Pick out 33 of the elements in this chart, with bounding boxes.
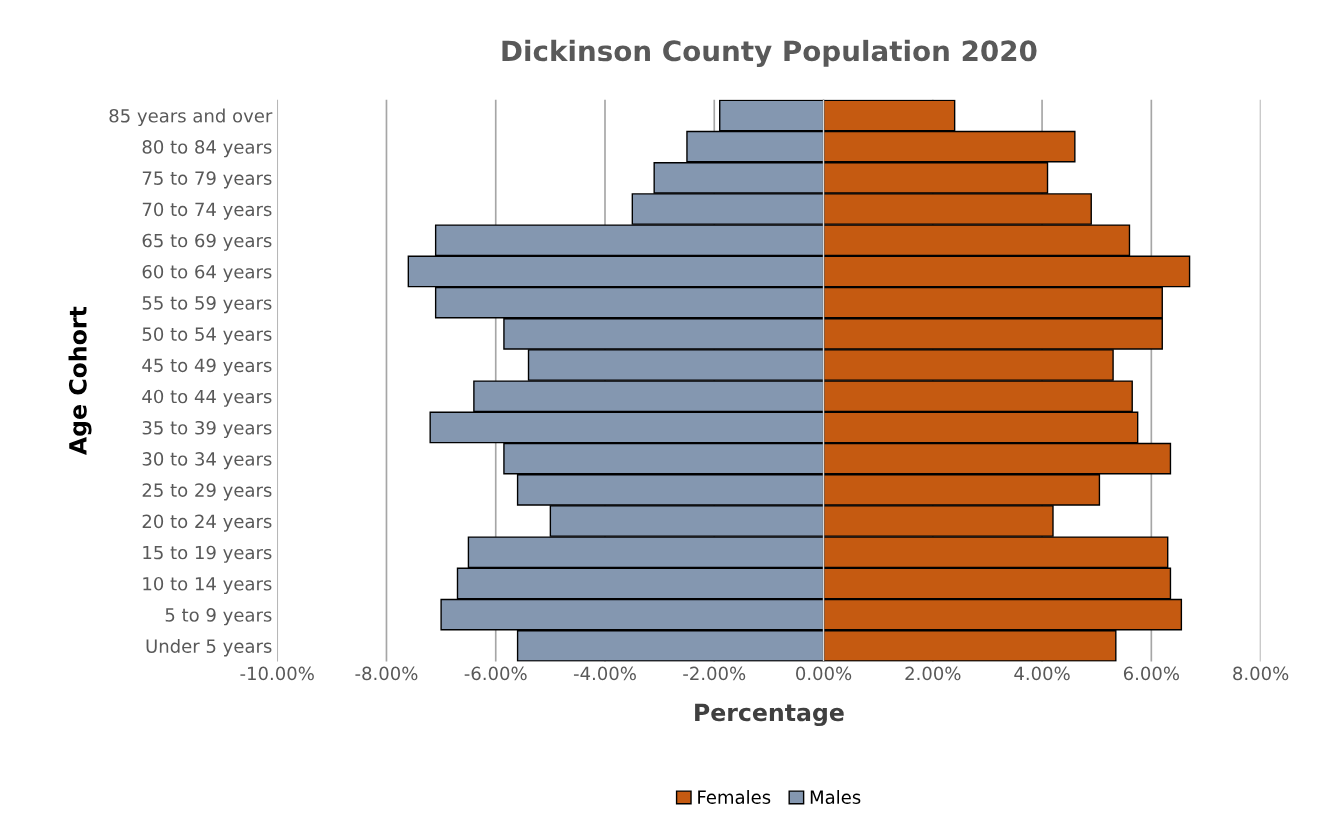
x-axis-title: Percentage	[695, 703, 844, 727]
y-tick-label: 55 to 59 years	[142, 296, 272, 314]
legend-label: Males	[810, 790, 861, 804]
chart-title: Dickinson County Population 2020	[502, 39, 1037, 67]
y-axis-title: Age Cohort	[68, 306, 92, 455]
y-tick-label: 40 to 44 years	[142, 389, 272, 407]
y-tick-label: 75 to 79 years	[142, 171, 272, 189]
x-tick-label: -2.00%	[683, 666, 746, 681]
y-tick-label: 15 to 19 years	[143, 545, 272, 563]
y-tick-label: 50 to 54 years	[142, 327, 272, 345]
y-tick-label: 65 to 69 years	[142, 233, 272, 251]
x-tick-label: -8.00%	[355, 666, 418, 681]
y-tick-label: 70 to 74 years	[142, 202, 272, 220]
x-tick-label: -10.00%	[240, 666, 314, 681]
x-tick-label: 6.00%	[1123, 666, 1180, 681]
y-tick-label: 25 to 29 years	[142, 483, 272, 501]
y-tick-label: 5 to 9 years	[165, 608, 272, 626]
y-tick-label: 35 to 39 years	[142, 420, 272, 439]
y-tick-label: 85 years and over	[109, 108, 273, 127]
x-tick-label: -6.00%	[464, 666, 527, 681]
x-tick-label: 4.00%	[1014, 666, 1070, 681]
y-tick-label: 45 to 49 years	[142, 358, 272, 376]
y-tick-label: 80 to 84 years	[142, 140, 272, 158]
x-tick-label: 2.00%	[905, 666, 961, 681]
y-tick-label: 60 to 64 years	[142, 264, 272, 283]
legend-label: Females	[698, 790, 771, 804]
y-tick-label: 30 to 34 years	[142, 452, 272, 470]
x-tick-label: -4.00%	[573, 666, 636, 681]
x-tick-label: 0.00%	[796, 666, 852, 681]
y-tick-label: 10 to 14 years	[143, 576, 272, 595]
x-tick-label: 8.00%	[1233, 666, 1289, 681]
y-tick-label: 20 to 24 years	[142, 514, 272, 532]
y-tick-label: Under 5 years	[146, 638, 272, 657]
